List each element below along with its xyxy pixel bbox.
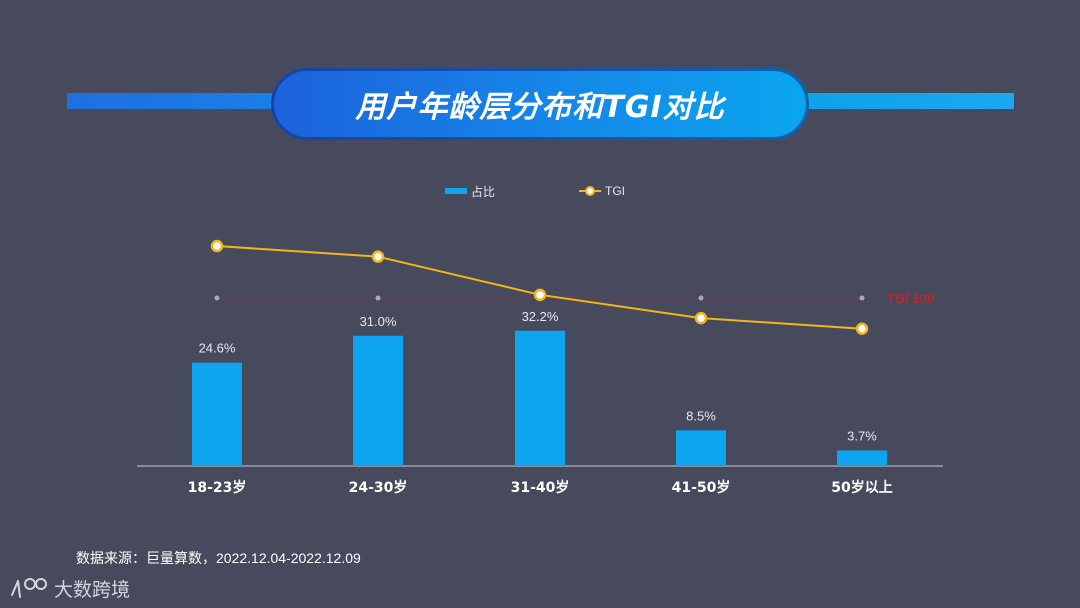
bar-value-label: 31.0% xyxy=(360,314,397,329)
tgi-point xyxy=(533,288,547,302)
category-label: 50岁以上 xyxy=(831,479,892,496)
legend-item-bar: 占比 xyxy=(445,183,495,199)
bar xyxy=(515,330,565,466)
bar-value-label: 3.7% xyxy=(847,428,877,443)
tgi-point xyxy=(210,239,224,253)
bar-value-label: 32.2% xyxy=(522,309,559,324)
tgi-point xyxy=(694,311,708,325)
title-decoration-right xyxy=(805,93,1014,109)
logo-text: 大数跨境 xyxy=(54,578,131,601)
chart-title: 用户年龄层分布和TGI对比 xyxy=(355,90,725,125)
bar xyxy=(837,450,887,466)
tgi-point xyxy=(371,250,385,263)
logo-icon xyxy=(11,578,47,598)
title-banner: 用户年龄层分布和TGI对比 xyxy=(271,68,809,140)
bar-value-label: 24.6% xyxy=(199,341,236,356)
tgi-point xyxy=(855,322,869,335)
bar xyxy=(676,430,726,466)
tgi-reference-label: TGI 100 xyxy=(887,291,935,306)
legend-line-label: TGI xyxy=(605,184,625,198)
legend-item-line: TGI xyxy=(579,183,625,199)
bar xyxy=(353,335,403,466)
category-label: 31-40岁 xyxy=(511,479,570,496)
reference-marker xyxy=(698,295,704,301)
legend-bar-swatch xyxy=(445,188,467,194)
brand-logo: 大数跨境 xyxy=(8,574,130,602)
legend-bar-label: 占比 xyxy=(471,184,496,199)
category-label: 41-50岁 xyxy=(672,479,731,496)
category-label: 24-30岁 xyxy=(349,479,408,496)
reference-marker xyxy=(375,295,381,301)
reference-marker xyxy=(214,295,220,301)
bar xyxy=(192,362,242,466)
category-label: 18-23岁 xyxy=(188,479,247,496)
data-source-note: 数据来源：巨量算数，2022.12.04-2022.12.09 xyxy=(76,550,361,566)
bar-value-label: 8.5% xyxy=(686,408,716,423)
title-decoration-left xyxy=(67,93,277,109)
legend-line-swatch xyxy=(579,186,601,196)
reference-marker xyxy=(859,295,865,301)
